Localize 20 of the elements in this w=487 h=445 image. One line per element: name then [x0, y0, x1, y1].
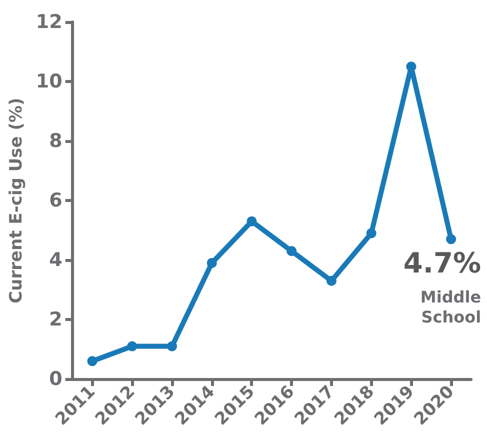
y-tick-label: 0: [49, 368, 62, 390]
annotation: Middle School: [420, 288, 482, 327]
point: [366, 228, 376, 238]
y-tick-label: 10: [36, 70, 62, 92]
y-tick-label: 4: [49, 249, 62, 271]
point: [127, 341, 138, 352]
point: [446, 234, 456, 244]
point: [206, 258, 217, 268]
y-axis-title: Current E-cig Use (%): [6, 98, 26, 304]
y-tick-label: 8: [49, 130, 62, 152]
point: [326, 276, 336, 286]
y-tick-label: 12: [36, 11, 62, 33]
y-tick-label: 6: [49, 190, 62, 212]
annotation: 4.7%: [403, 246, 482, 280]
point: [167, 341, 178, 352]
point: [246, 216, 257, 226]
point: [87, 356, 98, 366]
y-tick-label: 2: [49, 308, 62, 330]
point: [406, 62, 416, 72]
point: [286, 246, 297, 256]
